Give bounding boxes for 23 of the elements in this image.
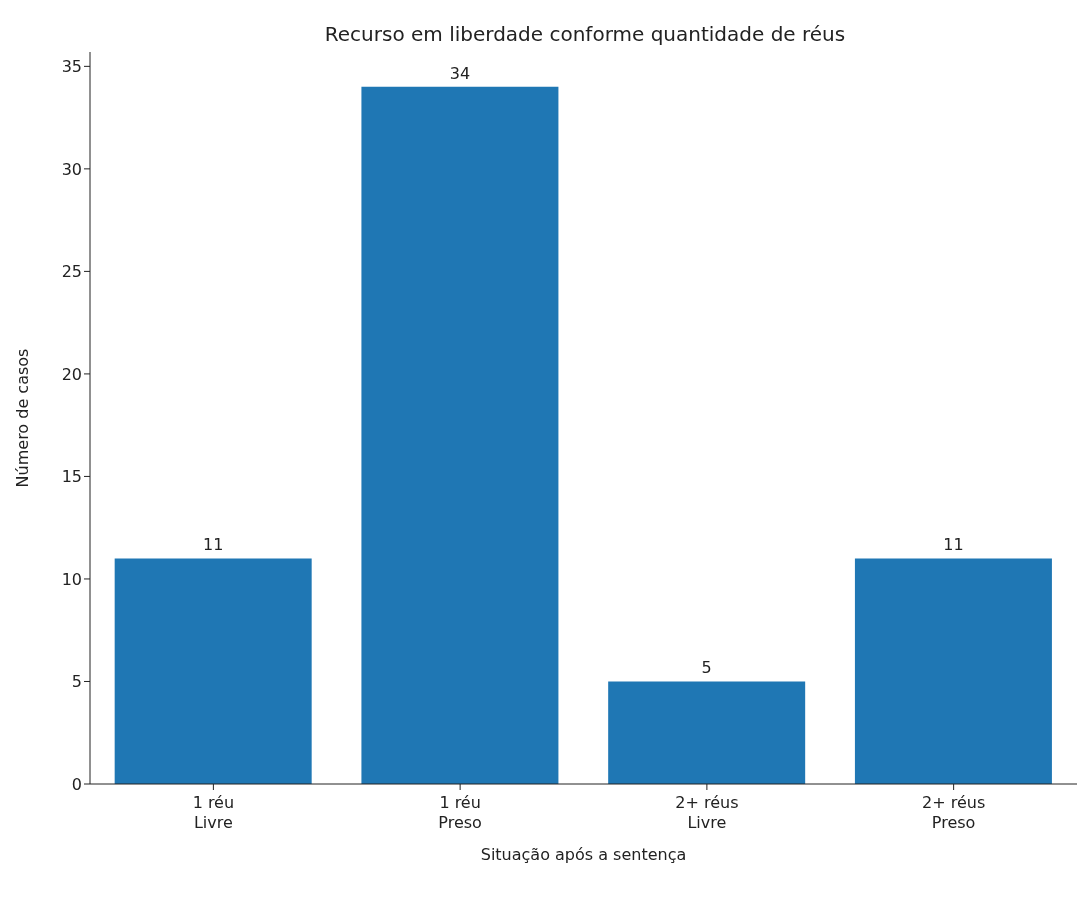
y-tick-label: 5: [71, 672, 82, 692]
y-tick-label: 20: [61, 364, 82, 384]
y-tick-label: 35: [61, 57, 82, 77]
x-axis-title: Situação após a sentença: [480, 845, 687, 864]
bar: [854, 558, 1052, 784]
bar: [361, 86, 559, 784]
bar: [114, 558, 312, 784]
data-label: 34: [449, 63, 471, 83]
y-tick-label: 30: [61, 159, 82, 179]
y-axis-title: Número de casos: [12, 348, 32, 488]
x-tick-label: 1 réu Preso: [438, 793, 482, 832]
y-tick-label: 25: [61, 262, 82, 282]
data-label: 11: [203, 535, 224, 555]
y-tick-label: 10: [61, 569, 82, 589]
data-label: 5: [701, 658, 712, 678]
bar: [608, 681, 806, 784]
y-tick-label: 15: [61, 467, 82, 487]
data-label: 11: [943, 535, 964, 555]
chart-title: Recurso em liberdade conforme quantidade de réus: [323, 22, 847, 46]
y-tick-label: 0: [71, 774, 82, 794]
x-tick-label: 1 réu Livre: [192, 793, 235, 832]
x-tick-label: 2+ réus Livre: [675, 793, 739, 832]
x-tick-label: 2+ réus Preso: [922, 793, 986, 832]
